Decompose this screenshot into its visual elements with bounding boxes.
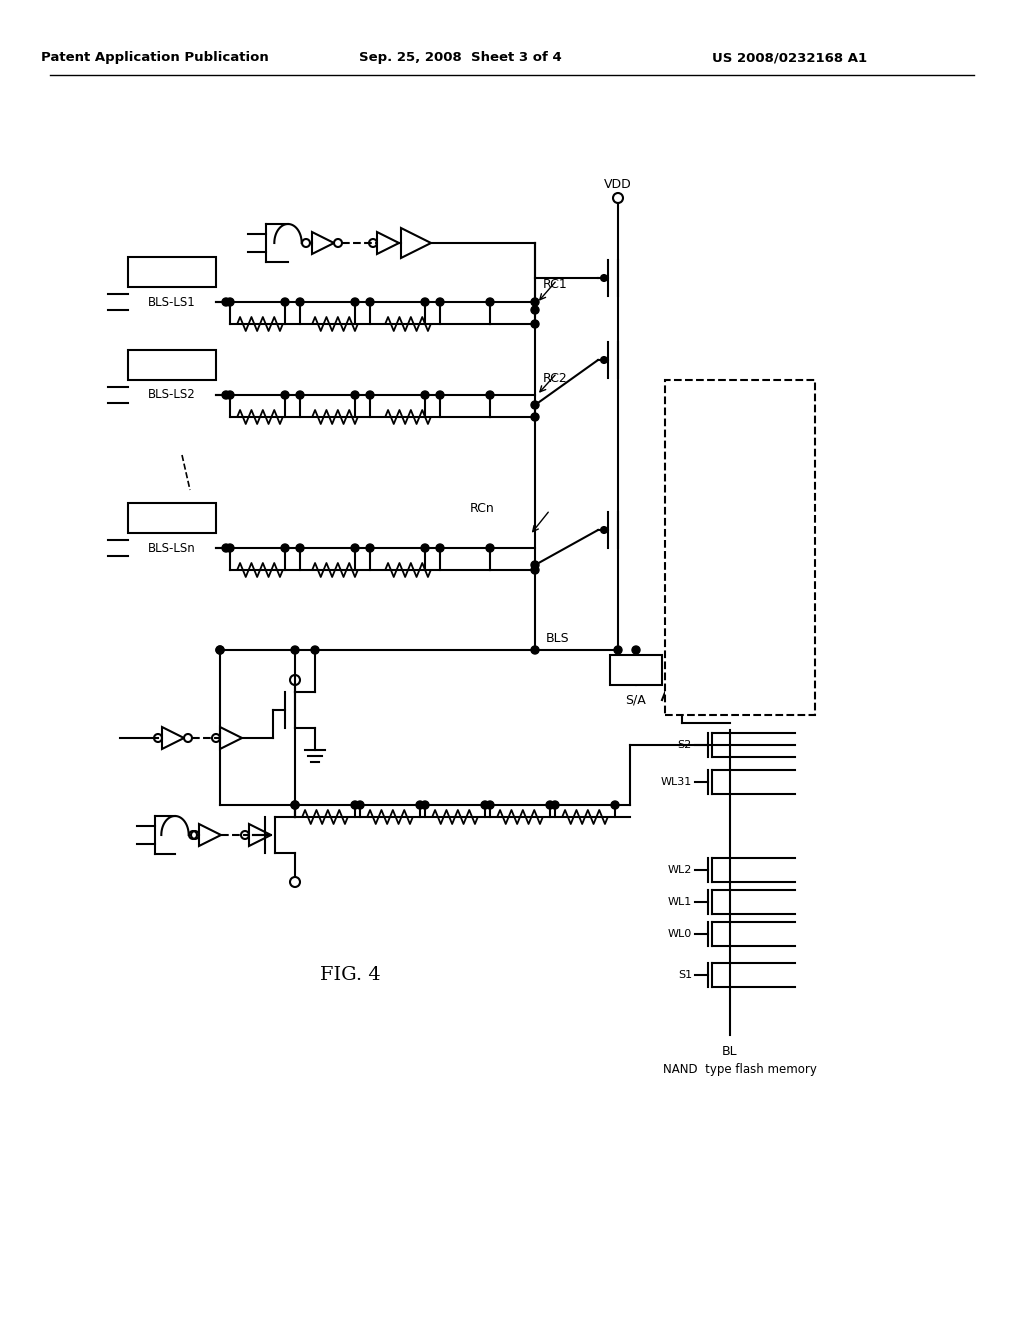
Text: BLS: BLS: [546, 631, 569, 644]
Text: FIG. 4: FIG. 4: [319, 966, 380, 983]
Circle shape: [216, 645, 224, 653]
Text: S/A: S/A: [626, 693, 646, 706]
Circle shape: [436, 298, 444, 306]
Circle shape: [531, 566, 539, 574]
Circle shape: [356, 801, 364, 809]
Text: US 2008/0232168 A1: US 2008/0232168 A1: [713, 51, 867, 65]
Circle shape: [486, 391, 494, 399]
Circle shape: [486, 544, 494, 552]
Circle shape: [222, 544, 230, 552]
Circle shape: [611, 801, 618, 809]
Circle shape: [281, 298, 289, 306]
Circle shape: [296, 391, 304, 399]
Bar: [610, 655, 662, 685]
Text: RCn: RCn: [470, 502, 495, 515]
Circle shape: [531, 645, 539, 653]
Circle shape: [481, 801, 489, 809]
Circle shape: [421, 801, 429, 809]
Circle shape: [226, 544, 234, 552]
Bar: [128, 503, 216, 533]
Text: NAND  type flash memory: NAND type flash memory: [664, 1064, 817, 1077]
Circle shape: [351, 391, 359, 399]
Circle shape: [222, 391, 230, 399]
Circle shape: [226, 391, 234, 399]
Circle shape: [601, 356, 607, 363]
Circle shape: [486, 801, 494, 809]
Circle shape: [601, 527, 607, 533]
Circle shape: [531, 561, 539, 569]
Circle shape: [291, 645, 299, 653]
Circle shape: [421, 544, 429, 552]
Text: BL: BL: [722, 1045, 738, 1059]
Circle shape: [531, 401, 539, 409]
Circle shape: [222, 298, 230, 306]
Text: RC1: RC1: [543, 279, 567, 292]
Circle shape: [291, 801, 299, 809]
Circle shape: [366, 544, 374, 552]
Circle shape: [366, 298, 374, 306]
Circle shape: [436, 391, 444, 399]
Text: Sep. 25, 2008  Sheet 3 of 4: Sep. 25, 2008 Sheet 3 of 4: [358, 51, 561, 65]
Circle shape: [351, 544, 359, 552]
Bar: [128, 257, 216, 286]
Circle shape: [351, 298, 359, 306]
Circle shape: [531, 306, 539, 314]
Circle shape: [614, 645, 622, 653]
Circle shape: [311, 645, 319, 653]
Circle shape: [436, 544, 444, 552]
Circle shape: [416, 801, 424, 809]
Circle shape: [291, 801, 299, 809]
Text: WL0: WL0: [668, 929, 692, 939]
Circle shape: [366, 391, 374, 399]
Circle shape: [281, 544, 289, 552]
Text: VDD: VDD: [604, 178, 632, 191]
Text: S1: S1: [678, 970, 692, 979]
Bar: [665, 380, 815, 715]
Text: BLS-LSn: BLS-LSn: [148, 541, 196, 554]
Text: BLS-LS2: BLS-LS2: [148, 388, 196, 401]
Circle shape: [551, 801, 559, 809]
Text: WL2: WL2: [668, 865, 692, 875]
Circle shape: [296, 298, 304, 306]
Text: RC2: RC2: [543, 371, 567, 384]
Circle shape: [226, 298, 234, 306]
Circle shape: [216, 645, 224, 653]
Text: WL1: WL1: [668, 898, 692, 907]
Bar: [128, 350, 216, 380]
Circle shape: [421, 391, 429, 399]
Text: WL31: WL31: [660, 777, 692, 787]
Circle shape: [531, 319, 539, 327]
Circle shape: [632, 645, 640, 653]
Circle shape: [546, 801, 554, 809]
Text: BLS-LS1: BLS-LS1: [148, 296, 196, 309]
Text: N20: N20: [690, 660, 716, 673]
Circle shape: [281, 391, 289, 399]
Text: Patent Application Publication: Patent Application Publication: [41, 51, 269, 65]
Circle shape: [531, 413, 539, 421]
Circle shape: [531, 298, 539, 306]
Circle shape: [601, 275, 607, 281]
Circle shape: [296, 544, 304, 552]
Circle shape: [421, 298, 429, 306]
Circle shape: [486, 298, 494, 306]
Text: S2: S2: [678, 741, 692, 750]
Circle shape: [351, 801, 359, 809]
